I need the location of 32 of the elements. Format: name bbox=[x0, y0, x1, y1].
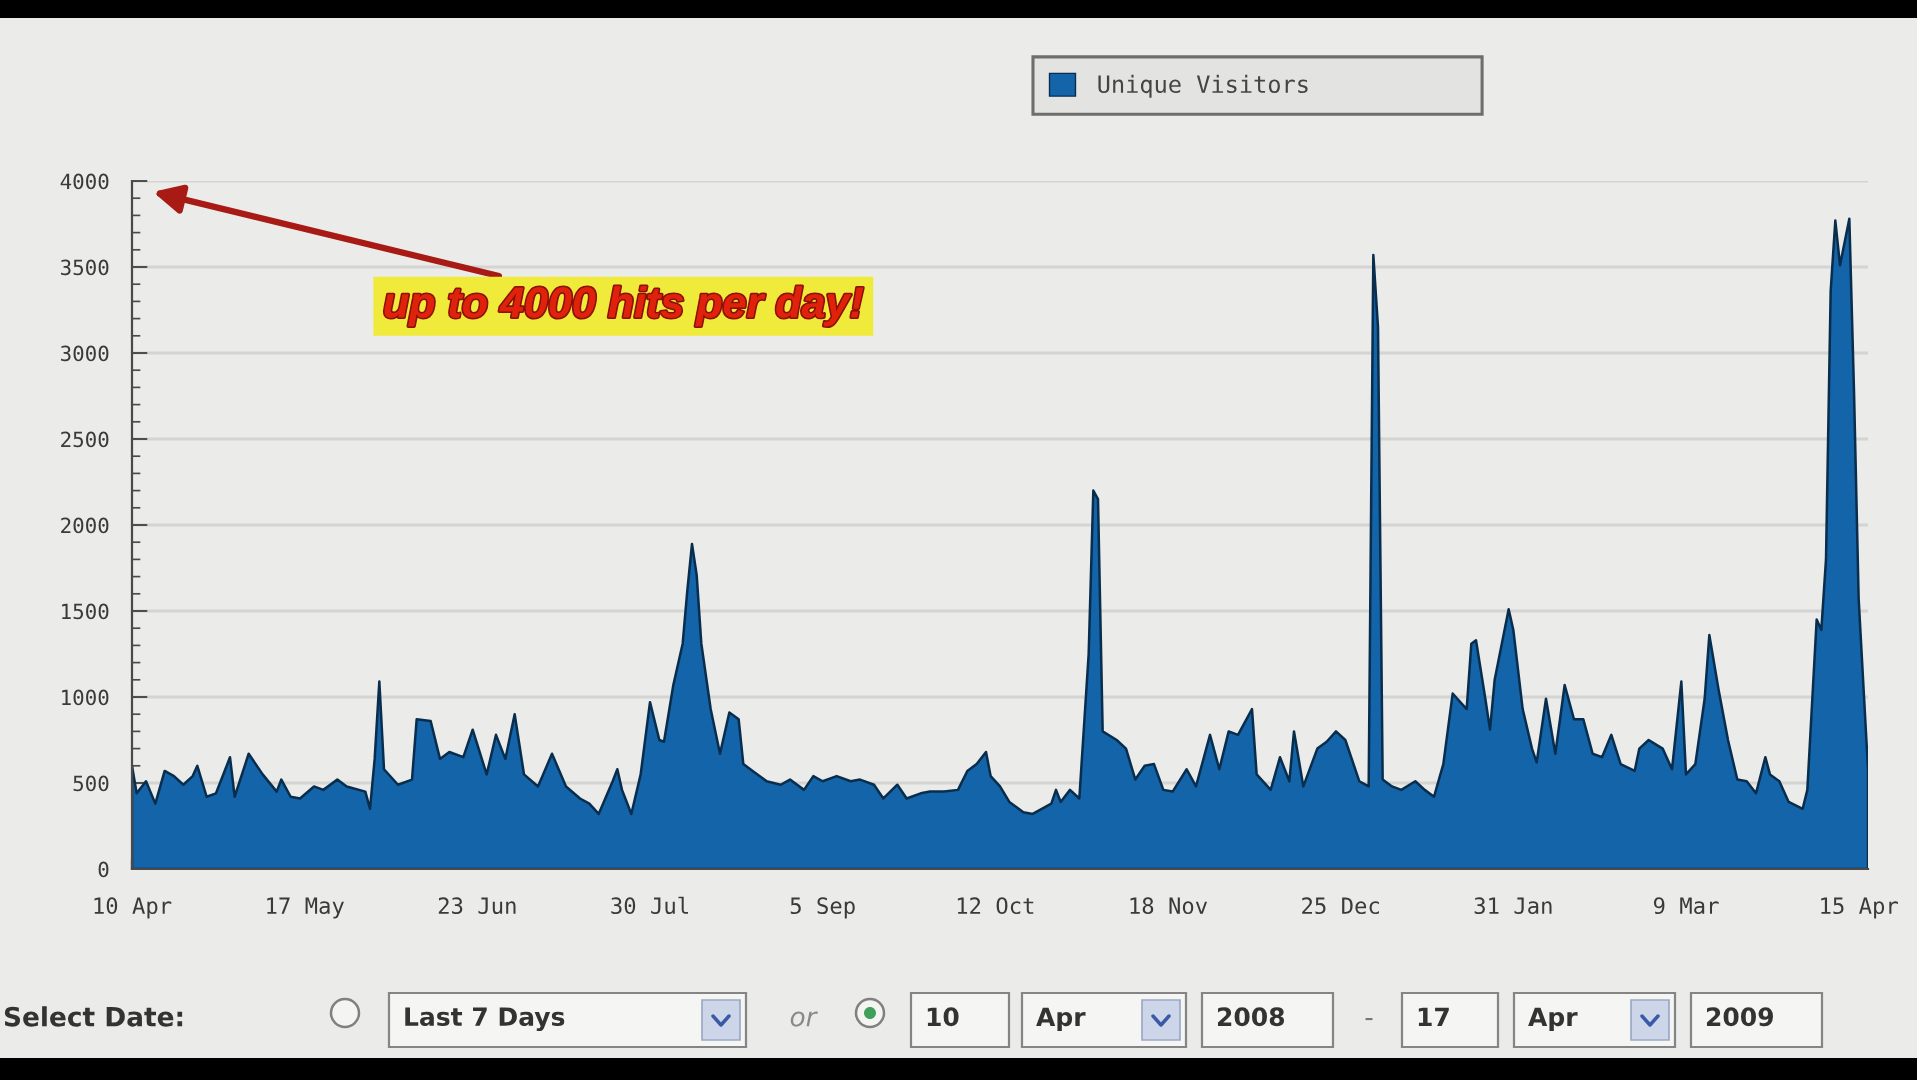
x-tick-label: 25 Dec bbox=[1302, 897, 1379, 915]
x-tick-label: 17 May bbox=[267, 897, 344, 919]
annotation: up to 4000 hits per day! bbox=[384, 286, 864, 327]
x-tick-label: 10 Apr bbox=[94, 897, 172, 919]
text: 10 bbox=[927, 1007, 959, 1027]
x-tick-label: 5 Sep bbox=[790, 897, 855, 919]
text: Apr bbox=[1036, 1007, 1086, 1032]
text: Select Date: bbox=[4, 1006, 183, 1027]
y-tick-label: 3500 bbox=[61, 259, 109, 276]
x-tick-label: 30 Jul bbox=[611, 896, 688, 915]
x-tick-label: 12 Oct bbox=[957, 897, 1034, 915]
text: - bbox=[1365, 1018, 1373, 1021]
legend-label: Unique Visitors bbox=[1098, 74, 1308, 98]
y-tick-label: 2000 bbox=[61, 517, 109, 534]
x-tick-label: 15 Apr bbox=[1821, 897, 1898, 919]
text: 17 bbox=[1418, 1007, 1449, 1026]
y-tick-label: 1000 bbox=[62, 689, 109, 706]
text: 2008 bbox=[1217, 1007, 1285, 1027]
text: Apr bbox=[1528, 1007, 1578, 1032]
y-tick-label: 2500 bbox=[61, 431, 109, 448]
y-tick-label: 3000 bbox=[61, 345, 109, 362]
text: 2009 bbox=[1706, 1007, 1773, 1027]
text: Last 7 Days bbox=[405, 1007, 565, 1032]
y-tick-label: 4000 bbox=[60, 173, 109, 190]
x-tick-label: 18 Nov bbox=[1130, 897, 1208, 915]
text: or bbox=[790, 1011, 818, 1027]
y-tick-label: 1500 bbox=[62, 603, 109, 620]
y-tick-label: 500 bbox=[73, 775, 109, 792]
x-tick-label: 9 Mar bbox=[1653, 897, 1719, 915]
x-tick-label: 31 Jan bbox=[1474, 897, 1552, 915]
y-tick-label: 0 bbox=[98, 861, 109, 878]
x-tick-label: 23 Jun bbox=[438, 897, 516, 915]
